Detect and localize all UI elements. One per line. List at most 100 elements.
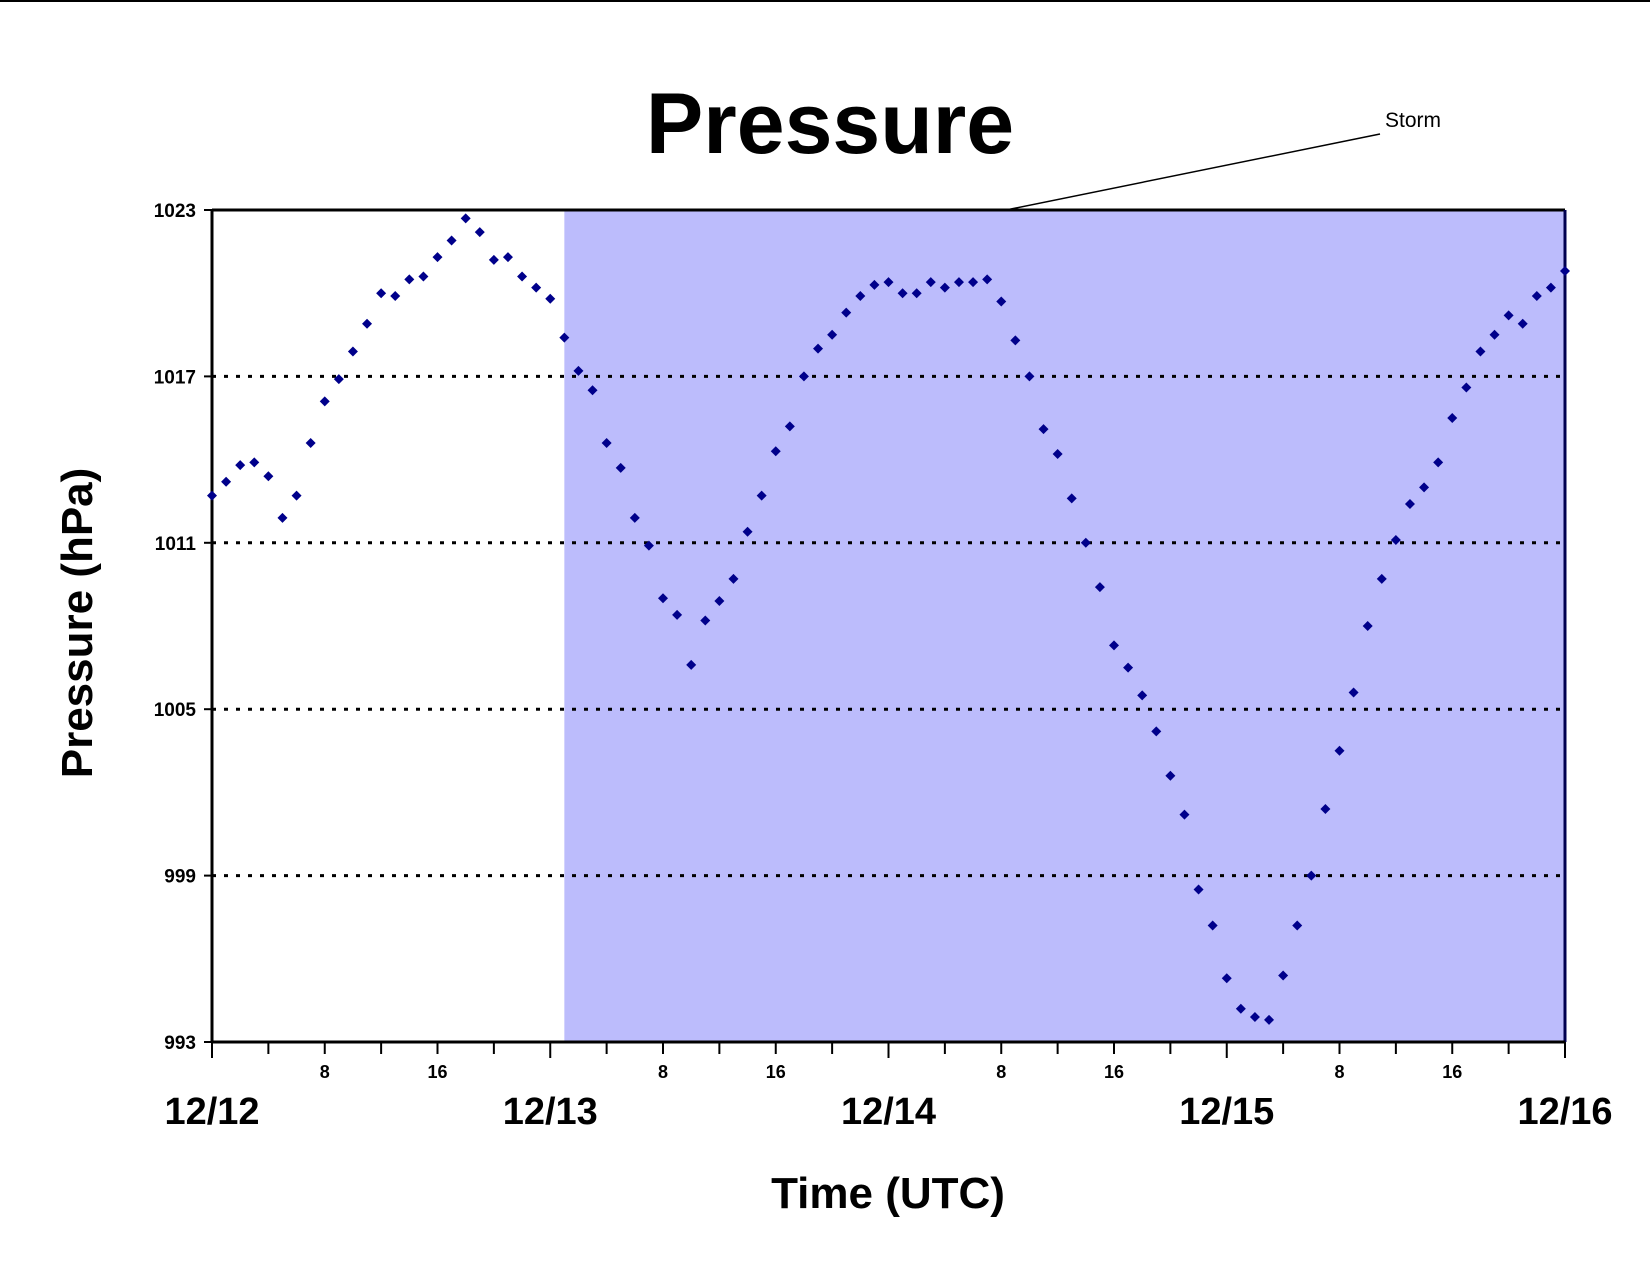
data-point (1531, 290, 1542, 301)
x-hour-label: 8 (1334, 1062, 1344, 1082)
data-point (883, 277, 894, 288)
y-tick-label: 1023 (154, 201, 196, 222)
data-point (1249, 1012, 1260, 1023)
data-point (390, 290, 401, 301)
data-point (813, 343, 824, 354)
data-point (686, 659, 697, 670)
data-point (249, 457, 260, 468)
axes (204, 208, 1567, 1058)
data-point (953, 277, 964, 288)
data-point (1179, 809, 1190, 820)
y-tick-label: 1011 (155, 534, 197, 555)
data-point (1024, 371, 1035, 382)
data-point (728, 573, 739, 584)
x-hour-label: 16 (766, 1062, 786, 1082)
y-tick-label: 1017 (154, 367, 196, 388)
data-point (1137, 690, 1148, 701)
x-date-label: 12/13 (503, 1091, 598, 1133)
data-point (474, 227, 485, 238)
data-point (1151, 726, 1162, 737)
data-point (714, 596, 725, 607)
data-point (1517, 318, 1528, 329)
data-point (1334, 745, 1345, 756)
data-point (1278, 970, 1289, 981)
data-point (1052, 449, 1063, 460)
data-point (756, 490, 767, 501)
data-point (1306, 870, 1317, 881)
data-point (770, 446, 781, 457)
top-border (0, 0, 1650, 2)
data-point (531, 282, 542, 293)
data-point (1461, 382, 1472, 393)
data-point (968, 277, 979, 288)
plot-background (564, 210, 1565, 1042)
data-point (1419, 482, 1430, 493)
data-point (1235, 1003, 1246, 1014)
data-point (1193, 884, 1204, 895)
data-point (1109, 640, 1119, 651)
data-point (939, 282, 950, 293)
data-point (277, 512, 288, 523)
data-point (559, 332, 570, 343)
data-point (1489, 329, 1500, 340)
x-hour-label: 16 (1104, 1062, 1124, 1082)
tick-labels: 993 999 1005 1011 1017 1023 8 16 8 16 8 16 8 16 12/12 1… (154, 201, 1613, 1133)
x-axis-title: Time (UTC) (771, 1169, 1005, 1218)
data-point (855, 290, 866, 301)
data-point (1404, 498, 1415, 509)
data-point (742, 526, 753, 537)
data-point (263, 471, 274, 482)
data-point (615, 462, 626, 473)
data-point (305, 437, 316, 448)
data-point (1503, 310, 1514, 321)
data-point (897, 288, 908, 299)
data-point (658, 593, 668, 604)
data-point (362, 318, 373, 329)
x-hour-label: 16 (1442, 1062, 1462, 1082)
data-point (460, 213, 471, 224)
data-point (418, 271, 429, 282)
y-axis-title: Pressure (hPa) (53, 468, 102, 779)
data-point (1560, 266, 1570, 277)
data-point (1094, 582, 1105, 593)
data-point (502, 252, 513, 263)
y-tick-label: 999 (164, 867, 196, 888)
data-point (221, 476, 232, 487)
data-point (1447, 413, 1458, 423)
data-point (446, 235, 457, 246)
data-point (545, 293, 556, 304)
data-point (1475, 346, 1486, 357)
data-point (1221, 973, 1232, 984)
data-point (996, 296, 1007, 307)
data-point (672, 609, 683, 620)
data-point (869, 279, 880, 290)
data-point (488, 254, 499, 265)
data-point (1066, 493, 1077, 504)
data-point (1165, 770, 1176, 781)
x-date-label: 12/15 (1179, 1091, 1274, 1133)
data-point (1123, 662, 1134, 673)
x-hour-label: 8 (996, 1062, 1006, 1082)
data-point (1390, 535, 1401, 546)
data-points (207, 213, 1570, 1025)
y-tick-label: 993 (164, 1033, 196, 1054)
data-point (347, 346, 358, 357)
data-point (319, 396, 330, 407)
data-point (827, 329, 838, 340)
data-point (700, 615, 711, 626)
data-point (1376, 573, 1387, 584)
data-point (432, 252, 443, 263)
data-point (1080, 537, 1091, 548)
data-point (784, 421, 795, 432)
x-date-label: 12/14 (841, 1091, 936, 1133)
data-point (573, 365, 584, 376)
data-point (235, 460, 246, 471)
data-point (982, 274, 993, 285)
data-point (643, 540, 654, 551)
data-point (629, 512, 640, 523)
data-point (333, 374, 344, 385)
storm-shaded-region (564, 210, 1565, 1042)
x-date-label: 12/12 (164, 1091, 259, 1133)
data-point (1320, 804, 1331, 815)
